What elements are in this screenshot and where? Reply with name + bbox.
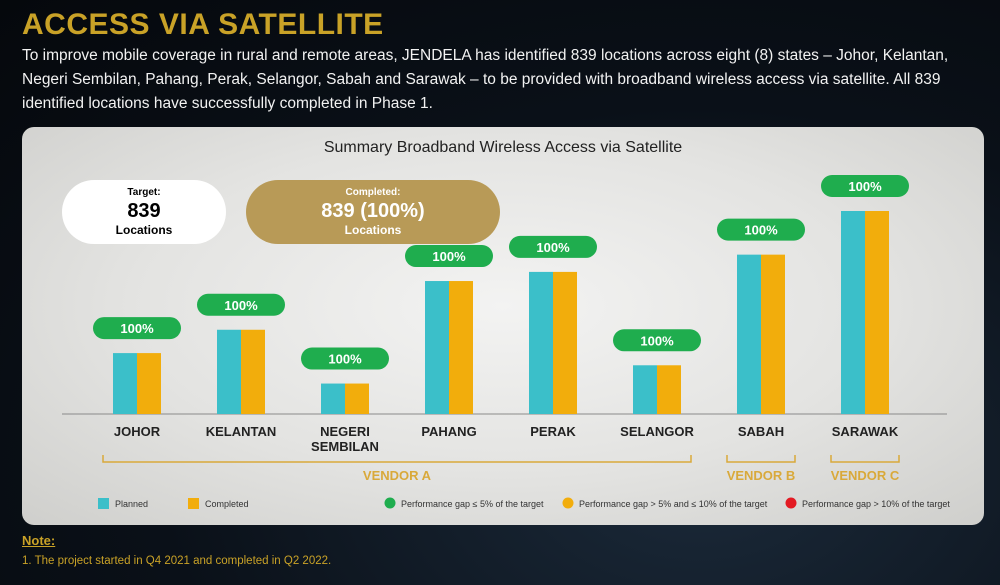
value-label: 100% xyxy=(432,249,466,264)
legend-swatch xyxy=(188,498,199,509)
legend-label: Performance gap > 10% of the target xyxy=(802,499,950,509)
bar-planned xyxy=(841,211,865,414)
bar-completed xyxy=(345,383,369,414)
bar-planned xyxy=(217,329,241,414)
category-label: PERAK xyxy=(530,424,576,439)
completed-value: 839 (100%) xyxy=(321,200,425,222)
value-label: 100% xyxy=(120,321,154,336)
value-badge xyxy=(93,317,181,340)
target-value: 839 xyxy=(127,200,161,222)
value-label: 100% xyxy=(328,352,362,367)
category-label: SEMBILAN xyxy=(311,439,379,454)
bar-completed xyxy=(761,254,785,414)
value-badge xyxy=(613,329,701,352)
value-badge xyxy=(509,235,597,258)
vendor-label: VENDOR B xyxy=(727,468,796,483)
legend-dot xyxy=(562,497,574,509)
legend-label: Completed xyxy=(205,499,249,509)
value-badge xyxy=(821,175,909,197)
bar-planned xyxy=(113,353,137,414)
legend-label: Planned xyxy=(115,499,148,509)
legend-dot xyxy=(384,497,396,509)
legend-swatch xyxy=(98,498,109,509)
chart-panel: Summary Broadband Wireless Access via Sa… xyxy=(22,127,984,525)
intro-paragraph: To improve mobile coverage in rural and … xyxy=(22,47,949,112)
legend-dot xyxy=(785,497,797,509)
category-label: KELANTAN xyxy=(206,424,277,439)
category-label: SELANGOR xyxy=(620,424,694,439)
category-label: NEGERI xyxy=(320,424,370,439)
target-label: Target: xyxy=(127,187,161,198)
value-badge xyxy=(717,218,805,241)
value-label: 100% xyxy=(744,223,778,238)
value-label: 100% xyxy=(536,240,570,255)
vendor-label: VENDOR A xyxy=(363,468,432,483)
chart-title: Summary Broadband Wireless Access via Sa… xyxy=(323,139,683,156)
vendor-bracket xyxy=(102,455,692,463)
page-title: ACCESS VIA SATELLITE xyxy=(22,8,384,41)
bar-planned xyxy=(425,281,449,414)
value-badge xyxy=(301,347,389,370)
legend-label: Performance gap > 5% and ≤ 10% of the ta… xyxy=(579,499,768,509)
value-label: 100% xyxy=(848,179,882,194)
note-item: 1. The project started in Q4 2021 and co… xyxy=(22,555,332,567)
vendor-bracket xyxy=(726,455,796,463)
bar-planned xyxy=(321,383,345,414)
bar-completed xyxy=(553,271,577,414)
bar-planned xyxy=(633,365,657,414)
completed-unit: Locations xyxy=(344,223,402,237)
completed-pill: Completed: 839 (100%) Locations xyxy=(246,180,500,244)
bar-completed xyxy=(865,211,889,414)
target-pill: Target: 839 Locations xyxy=(62,180,226,244)
target-unit: Locations xyxy=(115,223,173,237)
category-label: SABAH xyxy=(738,424,784,439)
vendor-label: VENDOR C xyxy=(831,468,900,483)
completed-label: Completed: xyxy=(345,187,401,198)
legend-label: Performance gap ≤ 5% of the target xyxy=(401,499,544,509)
bar-completed xyxy=(449,281,473,414)
value-label: 100% xyxy=(224,298,258,313)
vendor-bracket xyxy=(830,455,900,463)
bar-completed xyxy=(657,365,681,414)
bar-planned xyxy=(529,271,553,414)
value-label: 100% xyxy=(640,333,674,348)
bar-completed xyxy=(241,329,265,414)
bar-planned xyxy=(737,254,761,414)
category-label: SARAWAK xyxy=(832,424,899,439)
category-label: PAHANG xyxy=(421,424,476,439)
value-badge xyxy=(197,293,285,316)
value-badge xyxy=(405,245,493,268)
category-label: JOHOR xyxy=(114,424,161,439)
note-heading: Note: xyxy=(22,533,56,548)
bar-completed xyxy=(137,353,161,414)
